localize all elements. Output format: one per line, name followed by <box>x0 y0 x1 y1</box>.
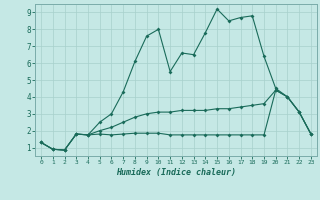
X-axis label: Humidex (Indice chaleur): Humidex (Indice chaleur) <box>116 168 236 177</box>
